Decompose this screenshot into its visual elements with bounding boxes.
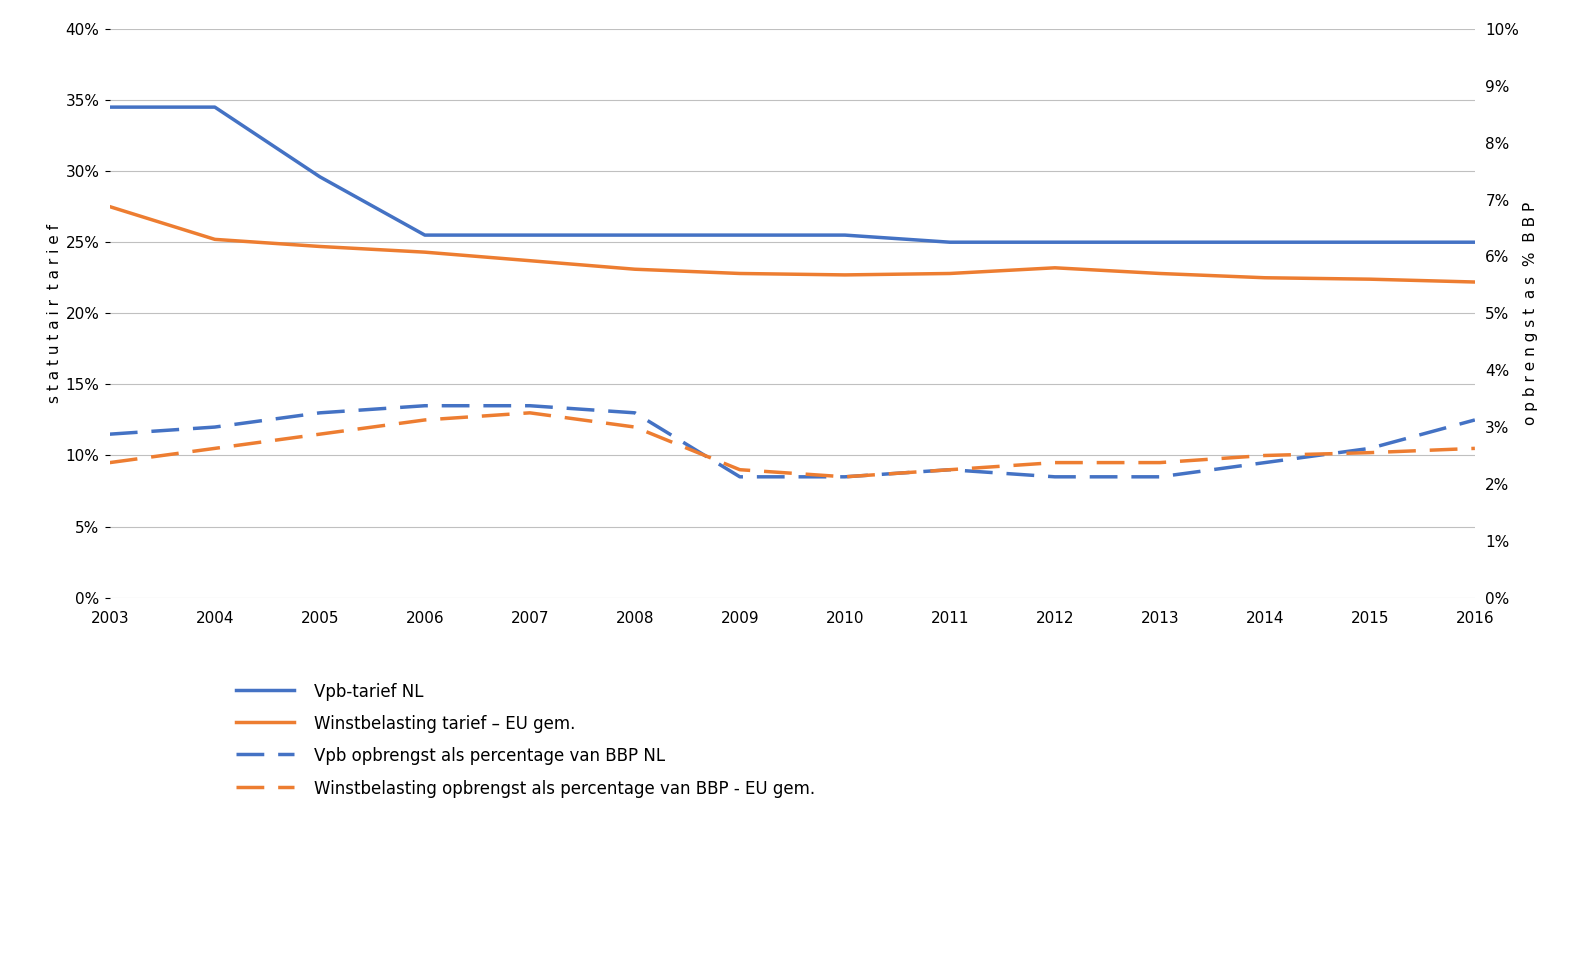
Y-axis label: o p b r e n g s t  a s  %  B B P: o p b r e n g s t a s % B B P: [1523, 201, 1538, 425]
Legend: Vpb-tarief NL, Winstbelasting tarief – EU gem., Vpb opbrengst als percentage van: Vpb-tarief NL, Winstbelasting tarief – E…: [228, 674, 824, 806]
Y-axis label: s t a t u t a i r  t a r i e f: s t a t u t a i r t a r i e f: [47, 224, 61, 403]
